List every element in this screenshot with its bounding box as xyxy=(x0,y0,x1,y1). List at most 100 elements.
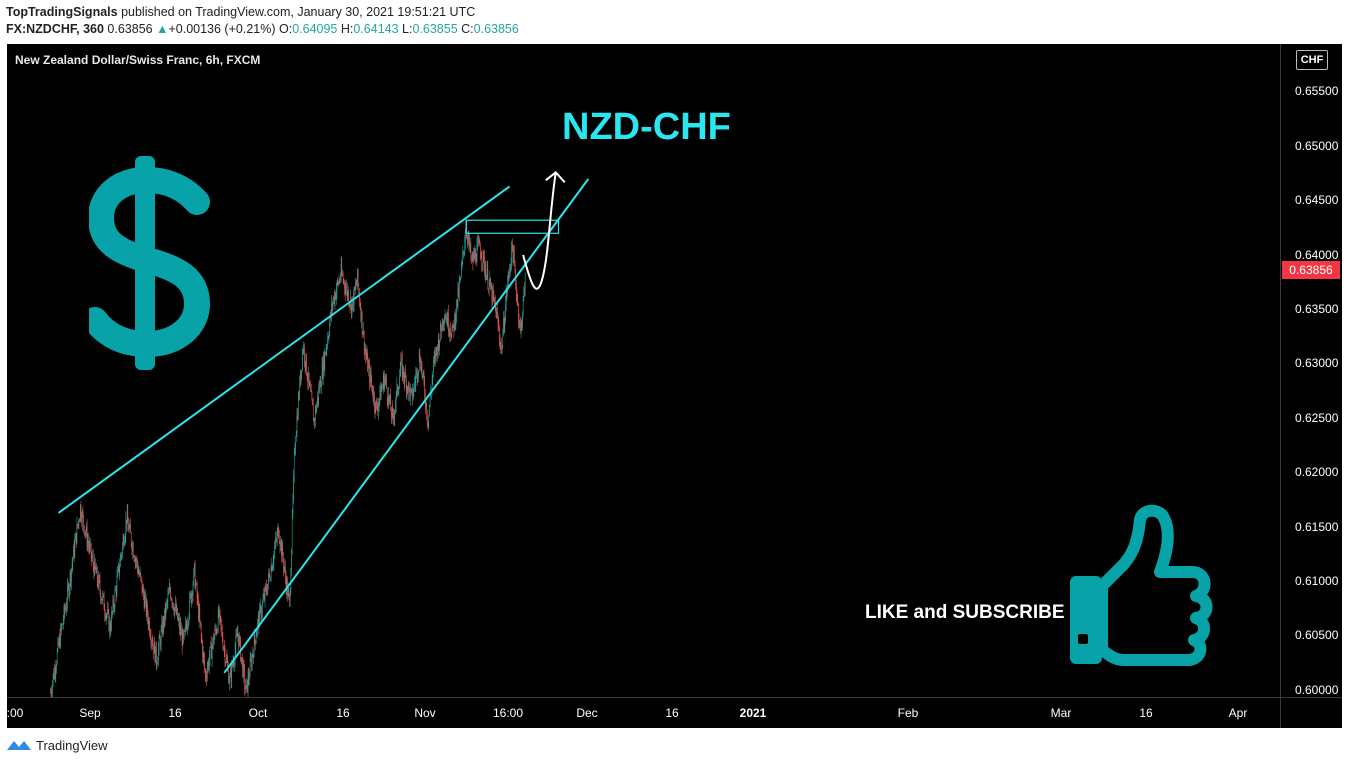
candle-body xyxy=(456,299,457,317)
candle-body xyxy=(207,668,208,678)
candle-body xyxy=(296,433,297,442)
candle-body xyxy=(455,316,457,325)
candle-body xyxy=(329,312,331,324)
chart-pane[interactable]: New Zealand Dollar/Swiss Franc, 6h, FXCM… xyxy=(7,44,1280,697)
candle-body xyxy=(413,384,415,394)
candle-body xyxy=(198,609,200,620)
candle-body xyxy=(357,269,359,285)
candle-body xyxy=(65,608,67,610)
candle-body xyxy=(217,629,218,632)
candle-body xyxy=(226,658,227,662)
candle-body xyxy=(360,308,362,321)
candle-body xyxy=(120,556,121,567)
candle-body xyxy=(59,636,61,647)
candle-body xyxy=(338,279,340,285)
candle-body xyxy=(247,679,248,692)
candle-body xyxy=(249,676,250,680)
candle-body xyxy=(388,394,389,405)
candle-body xyxy=(156,663,158,666)
candle-body xyxy=(313,405,314,422)
candle-body xyxy=(404,371,406,383)
candle-body xyxy=(325,348,327,355)
candle-body xyxy=(406,386,408,393)
candle-body xyxy=(397,390,399,394)
candle-body xyxy=(378,399,380,405)
candle-body xyxy=(274,547,275,553)
candle-body xyxy=(448,331,450,334)
tradingview-footer[interactable]: TradingView xyxy=(6,735,108,755)
candle-body xyxy=(249,659,251,677)
candle-body xyxy=(497,311,498,317)
candle-body xyxy=(480,256,482,259)
currency-button[interactable]: CHF xyxy=(1296,50,1328,70)
candle-body xyxy=(501,346,502,347)
price-axis[interactable]: CHF 0.65500 0.65000 0.64500 0.64000 0.63… xyxy=(1280,44,1342,697)
candle-body xyxy=(512,246,514,263)
candle-body xyxy=(417,374,419,379)
candle-body xyxy=(343,280,345,282)
candle-body xyxy=(389,394,390,401)
candle-body xyxy=(517,299,518,304)
candle-body xyxy=(57,640,59,651)
candle-body xyxy=(99,580,101,591)
candle-body xyxy=(396,384,398,393)
candle-body xyxy=(496,311,497,318)
candle-body xyxy=(73,545,75,556)
candle-body xyxy=(92,556,93,558)
candle-body xyxy=(440,323,442,330)
publisher-name[interactable]: TopTradingSignals xyxy=(6,5,118,19)
candle-body xyxy=(100,590,101,600)
candle-body xyxy=(431,379,433,391)
candle-body xyxy=(97,581,99,587)
candle-body xyxy=(201,635,203,643)
candle-body xyxy=(238,637,240,646)
candle-body xyxy=(438,337,440,349)
candle-body xyxy=(116,588,117,594)
candle-body xyxy=(279,537,280,543)
candle-body xyxy=(368,364,369,372)
candle-body xyxy=(471,257,472,260)
candle-body xyxy=(332,300,334,308)
candle-body xyxy=(382,375,384,386)
candle-body xyxy=(224,648,226,663)
candle-body xyxy=(314,418,315,421)
price-chart[interactable] xyxy=(7,44,1280,697)
candle-body xyxy=(102,594,103,601)
candle-body xyxy=(334,296,335,303)
candle-body xyxy=(377,408,379,412)
candle-body xyxy=(157,660,158,664)
y-tick: 0.62000 xyxy=(1295,465,1339,479)
symbol-info: FX:NZDCHF, 360 0.63856 ▲+0.00136 (+0.21%… xyxy=(6,22,519,36)
candle-body xyxy=(446,318,447,320)
x-tick: 16 xyxy=(1139,706,1153,720)
candle-body xyxy=(463,251,464,253)
candle-body xyxy=(135,558,137,561)
candle-body xyxy=(103,594,104,595)
candle-body xyxy=(113,599,114,608)
candle-body xyxy=(513,251,514,263)
candle-body xyxy=(68,585,69,596)
candle-body xyxy=(514,263,516,272)
candle-body xyxy=(452,323,453,330)
candle-body xyxy=(448,312,449,332)
candle-body xyxy=(153,644,154,654)
candle-body xyxy=(135,558,136,562)
candle-body xyxy=(451,329,453,337)
candle-body xyxy=(394,410,396,419)
time-axis[interactable]: :00 Sep 16 Oct 16 Nov 16:00 Dec 16 2021 … xyxy=(7,697,1280,728)
candle-body xyxy=(140,572,141,578)
candle-body xyxy=(460,276,461,279)
candle-body xyxy=(139,572,140,576)
candle-body xyxy=(175,604,177,614)
candle-body xyxy=(116,576,118,594)
candle-body xyxy=(191,592,192,603)
candle-body xyxy=(150,637,152,643)
candle-body xyxy=(90,543,91,545)
candle-body xyxy=(119,566,120,574)
candle-body xyxy=(326,345,328,349)
candle-body xyxy=(94,559,96,569)
candle-body xyxy=(454,313,456,325)
candle-body xyxy=(203,652,205,660)
candle-body xyxy=(505,304,506,322)
candle-body xyxy=(53,673,55,679)
